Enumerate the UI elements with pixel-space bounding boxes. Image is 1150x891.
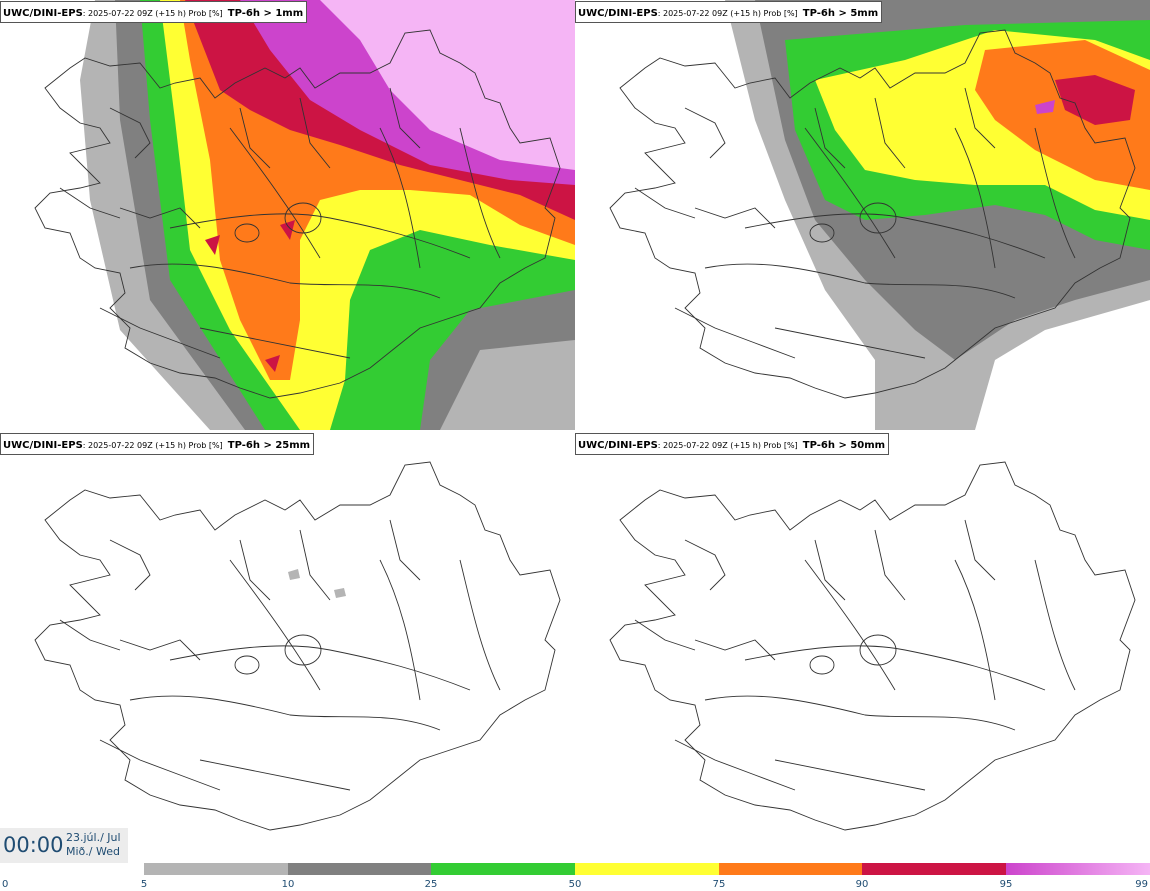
parameter-label: TP-6h > 25mm <box>227 440 311 451</box>
legend-tick-label: 90 <box>856 879 869 890</box>
map-panel-tp6h-5mm: UWC/DINI-EPS: 2025-07-22 09Z (+15 h) Pro… <box>575 0 1150 430</box>
panel-title: UWC/DINI-EPS: 2025-07-22 09Z (+15 h) Pro… <box>575 433 890 455</box>
model-name: UWC/DINI-EPS <box>3 8 83 19</box>
run-info: : 2025-07-22 09Z (+15 h) Prob [%] <box>82 441 223 450</box>
probability-map <box>575 432 1150 862</box>
legend-swatch <box>288 863 431 875</box>
map-panel-tp6h-25mm: UWC/DINI-EPS: 2025-07-22 09Z (+15 h) Pro… <box>0 432 575 862</box>
valid-date-line2: Mið./ Wed <box>66 845 120 858</box>
panel-title: UWC/DINI-EPS: 2025-07-22 09Z (+15 h) Pro… <box>0 433 315 455</box>
valid-time-box: 00:00 23.júl./ Jul Mið./ Wed <box>0 828 128 863</box>
parameter-label: TP-6h > 5mm <box>802 8 879 19</box>
legend-tick-label: 50 <box>569 879 582 890</box>
valid-time: 00:00 <box>3 833 64 857</box>
legend-tick-label: 0 <box>2 879 8 890</box>
run-info: : 2025-07-22 09Z (+15 h) Prob [%] <box>82 9 223 18</box>
valid-date-line1: 23.júl./ Jul <box>66 831 121 844</box>
model-name: UWC/DINI-EPS <box>3 440 83 451</box>
map-panel-tp6h-1mm: UWC/DINI-EPS: 2025-07-22 09Z (+15 h) Pro… <box>0 0 575 430</box>
run-info: : 2025-07-22 09Z (+15 h) Prob [%] <box>657 441 798 450</box>
legend-swatch <box>575 863 719 875</box>
legend-swatch <box>431 863 575 875</box>
model-name: UWC/DINI-EPS <box>578 440 658 451</box>
panel-title: UWC/DINI-EPS: 2025-07-22 09Z (+15 h) Pro… <box>0 1 308 23</box>
legend-tick-label: 25 <box>425 879 438 890</box>
legend-tick-label: 99 <box>1135 879 1148 890</box>
valid-date: 23.júl./ Jul Mið./ Wed <box>66 831 121 859</box>
run-info: : 2025-07-22 09Z (+15 h) Prob [%] <box>657 9 798 18</box>
legend-tick-label: 5 <box>141 879 147 890</box>
map-panel-tp6h-50mm: UWC/DINI-EPS: 2025-07-22 09Z (+15 h) Pro… <box>575 432 1150 862</box>
probability-map <box>575 0 1150 430</box>
legend-tick-label: 10 <box>282 879 295 890</box>
probability-colorbar: 0 5 10 25 50 75 90 95 99 <box>2 863 1150 890</box>
legend-tick-label: 95 <box>1000 879 1013 890</box>
panel-title: UWC/DINI-EPS: 2025-07-22 09Z (+15 h) Pro… <box>575 1 883 23</box>
parameter-label: TP-6h > 50mm <box>802 440 886 451</box>
probability-map <box>0 432 575 862</box>
parameter-label: TP-6h > 1mm <box>227 8 304 19</box>
probability-map <box>0 0 575 430</box>
legend-swatch <box>719 863 862 875</box>
legend-swatch <box>1006 863 1150 875</box>
model-name: UWC/DINI-EPS <box>578 8 658 19</box>
legend-swatch <box>144 863 288 875</box>
legend-tick-label: 75 <box>713 879 726 890</box>
legend-swatch <box>862 863 1006 875</box>
